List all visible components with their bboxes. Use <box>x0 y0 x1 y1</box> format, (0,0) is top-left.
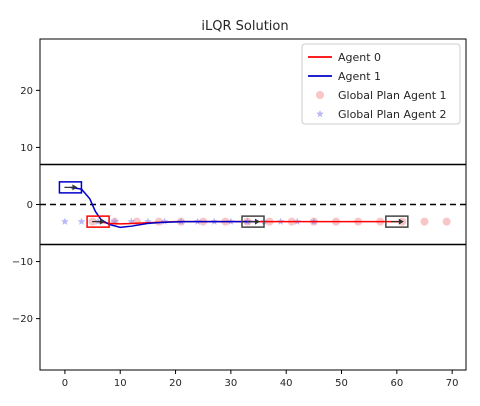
plot-area <box>40 165 466 245</box>
marker-circle-16 <box>443 218 451 226</box>
marker-star-1 <box>78 218 86 225</box>
x-tick-label: 30 <box>225 378 238 389</box>
marker-circle-15 <box>421 218 429 226</box>
x-tick-label: 20 <box>169 378 182 389</box>
y-tick-label: 20 <box>20 86 33 97</box>
marker-star-0 <box>61 218 69 225</box>
legend-swatch-circle <box>316 91 324 99</box>
y-tick-label: −10 <box>12 257 33 268</box>
x-tick-label: 0 <box>62 378 68 389</box>
legend-label: Agent 1 <box>338 70 381 83</box>
y-tick-label: 10 <box>20 143 33 154</box>
legend: Agent 0 Agent 1 Global Plan Agent 1 Global … <box>302 44 460 124</box>
heading-arrow-head <box>72 184 77 190</box>
x-tick-label: 70 <box>446 378 459 389</box>
legend-label: Global Plan Agent 1 <box>338 89 447 102</box>
x-tick-label: 40 <box>280 378 293 389</box>
x-tick-label: 10 <box>114 378 127 389</box>
plot-content <box>40 165 466 245</box>
heading-arrow-head <box>255 219 260 225</box>
heading-arrow-head <box>100 219 105 225</box>
x-tick-label: 60 <box>390 378 403 389</box>
legend-label: Agent 0 <box>338 51 381 64</box>
x-tick-label: 50 <box>335 378 348 389</box>
y-tick-label: −20 <box>12 314 33 325</box>
y-tick-label: 0 <box>27 200 33 211</box>
chart-title: iLQR Solution <box>201 19 288 34</box>
legend-label: Global Plan Agent 2 <box>338 108 447 121</box>
agent1-start-box <box>59 182 81 193</box>
